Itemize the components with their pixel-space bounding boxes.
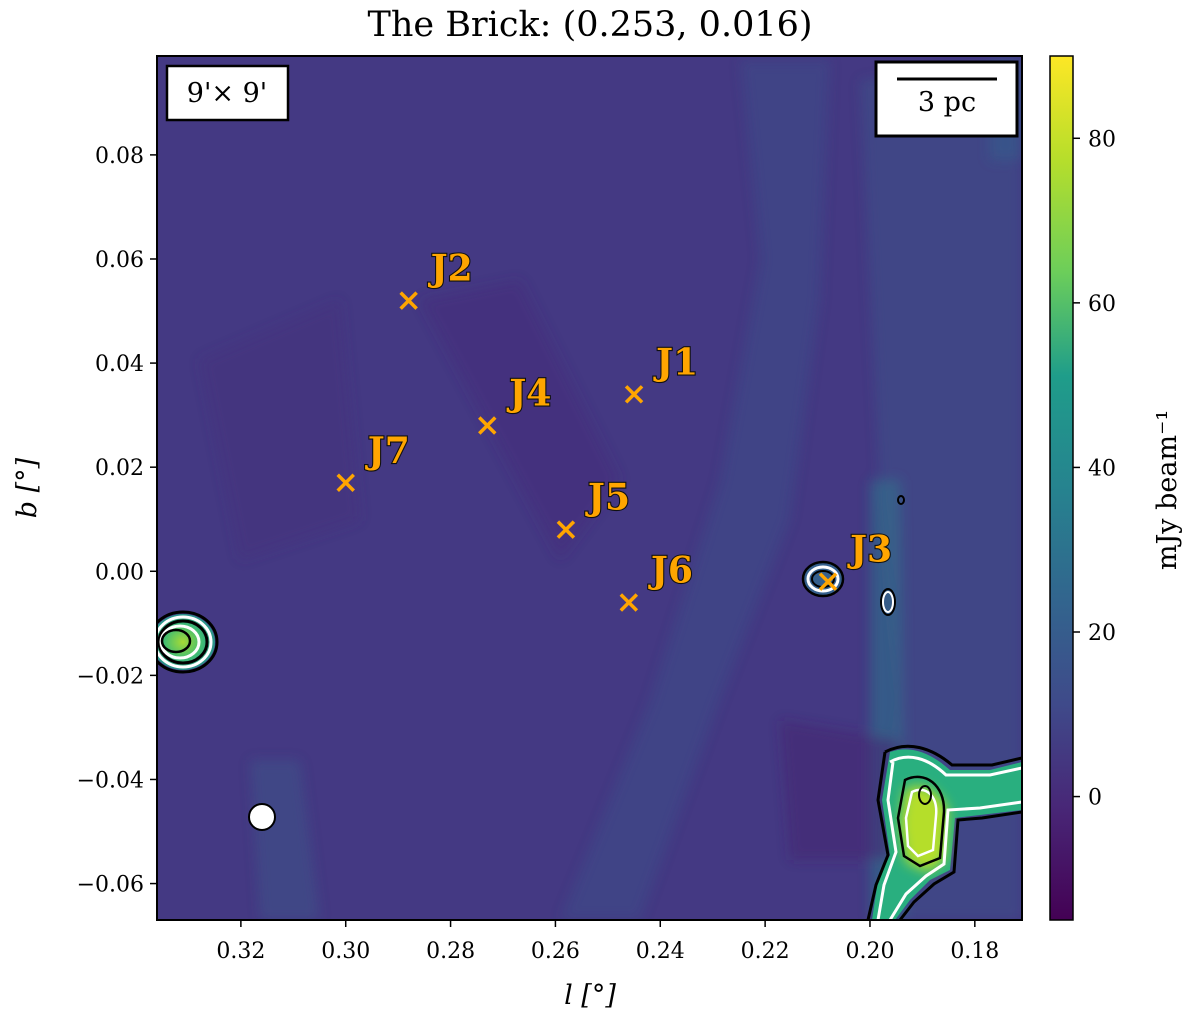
colorbar-ticks: 0 20 40 60 80 — [1073, 127, 1116, 811]
beam-ellipse — [248, 803, 276, 831]
chart-title: The Brick: (0.253, 0.016) — [367, 5, 812, 45]
x-tick-label: 0.18 — [950, 939, 999, 964]
marker-label: J1 — [653, 341, 698, 383]
heatmap-structure — [200, 60, 1022, 920]
marker-j2: J2 — [399, 247, 474, 310]
marker-cross-stroke — [336, 473, 355, 493]
marker-j7: J7 — [336, 429, 411, 493]
marker-cross-stroke — [556, 520, 576, 539]
y-axis-label: b [°] — [12, 457, 43, 518]
y-tick-label: 0.08 — [95, 144, 144, 169]
marker-label: J6 — [648, 550, 693, 592]
marker-cross-stroke — [818, 572, 838, 591]
scalebar-label: 3 pc — [918, 87, 976, 118]
x-tick-label: 0.20 — [845, 939, 894, 964]
colorbar-tick-label: 40 — [1088, 456, 1116, 481]
x-tick-label: 0.30 — [321, 939, 370, 964]
field-size-label: 9'× 9' — [187, 78, 267, 109]
markers-layer: J1 J2 J3 J4 J5 J6 J7 — [336, 247, 893, 612]
marker-label: J5 — [585, 477, 630, 519]
x-axis-ticks: 0.32 0.30 0.28 0.26 0.24 0.22 0.20 0.18 — [216, 920, 999, 964]
y-tick-label: 0.00 — [95, 560, 144, 585]
marker-j4: J4 — [478, 371, 552, 435]
marker-label: J7 — [365, 430, 410, 472]
y-tick-label: 0.02 — [95, 456, 144, 481]
marker-j5: J5 — [556, 476, 631, 539]
colorbar-tick-label: 20 — [1088, 621, 1116, 646]
y-tick-label: 0.06 — [95, 248, 144, 273]
plot-area: J1 J2 J3 J4 J5 J6 J7 — [157, 56, 1022, 920]
marker-label: J4 — [506, 373, 551, 415]
plot-frame — [156, 55, 1023, 921]
marker-label: J3 — [847, 529, 892, 571]
y-axis-ticks: 0.08 0.06 0.04 0.02 0.00 −0.02 −0.04 −0.06 — [77, 144, 157, 898]
left-source — [157, 610, 219, 674]
colorbar-tick-label: 0 — [1088, 786, 1102, 811]
field-size-box: 9'× 9' — [165, 64, 290, 122]
colorbar-tick-label: 60 — [1088, 292, 1116, 317]
y-tick-label: −0.06 — [77, 873, 144, 898]
scalebar-box: 3 pc — [874, 60, 1019, 138]
marker-j6: J6 — [619, 548, 694, 612]
colorbar-tick-label: 80 — [1088, 127, 1116, 152]
colorbar-label: mJy beam⁻¹ — [1152, 410, 1183, 570]
y-tick-label: 0.04 — [95, 352, 144, 377]
x-tick-label: 0.28 — [426, 939, 475, 964]
x-tick-label: 0.32 — [216, 939, 265, 964]
x-tick-label: 0.24 — [636, 939, 685, 964]
marker-j3: J3 — [818, 528, 893, 591]
colorbar: 0 20 40 60 80 mJy beam⁻¹ — [1049, 55, 1183, 921]
marker-j1: J1 — [624, 340, 699, 404]
colorbar-gradient — [1049, 55, 1074, 921]
x-axis-label: l [°] — [564, 980, 616, 1011]
y-tick-label: −0.04 — [77, 768, 144, 793]
marker-cross-stroke — [399, 291, 418, 310]
x-tick-label: 0.22 — [741, 939, 790, 964]
bottom-right-source — [866, 744, 1022, 920]
marker-label: J2 — [428, 248, 473, 290]
marker-cross-stroke — [478, 416, 497, 435]
marker-cross-stroke — [619, 593, 639, 612]
marker-cross-stroke — [624, 385, 644, 404]
y-tick-label: −0.02 — [77, 664, 144, 689]
x-tick-label: 0.26 — [531, 939, 580, 964]
